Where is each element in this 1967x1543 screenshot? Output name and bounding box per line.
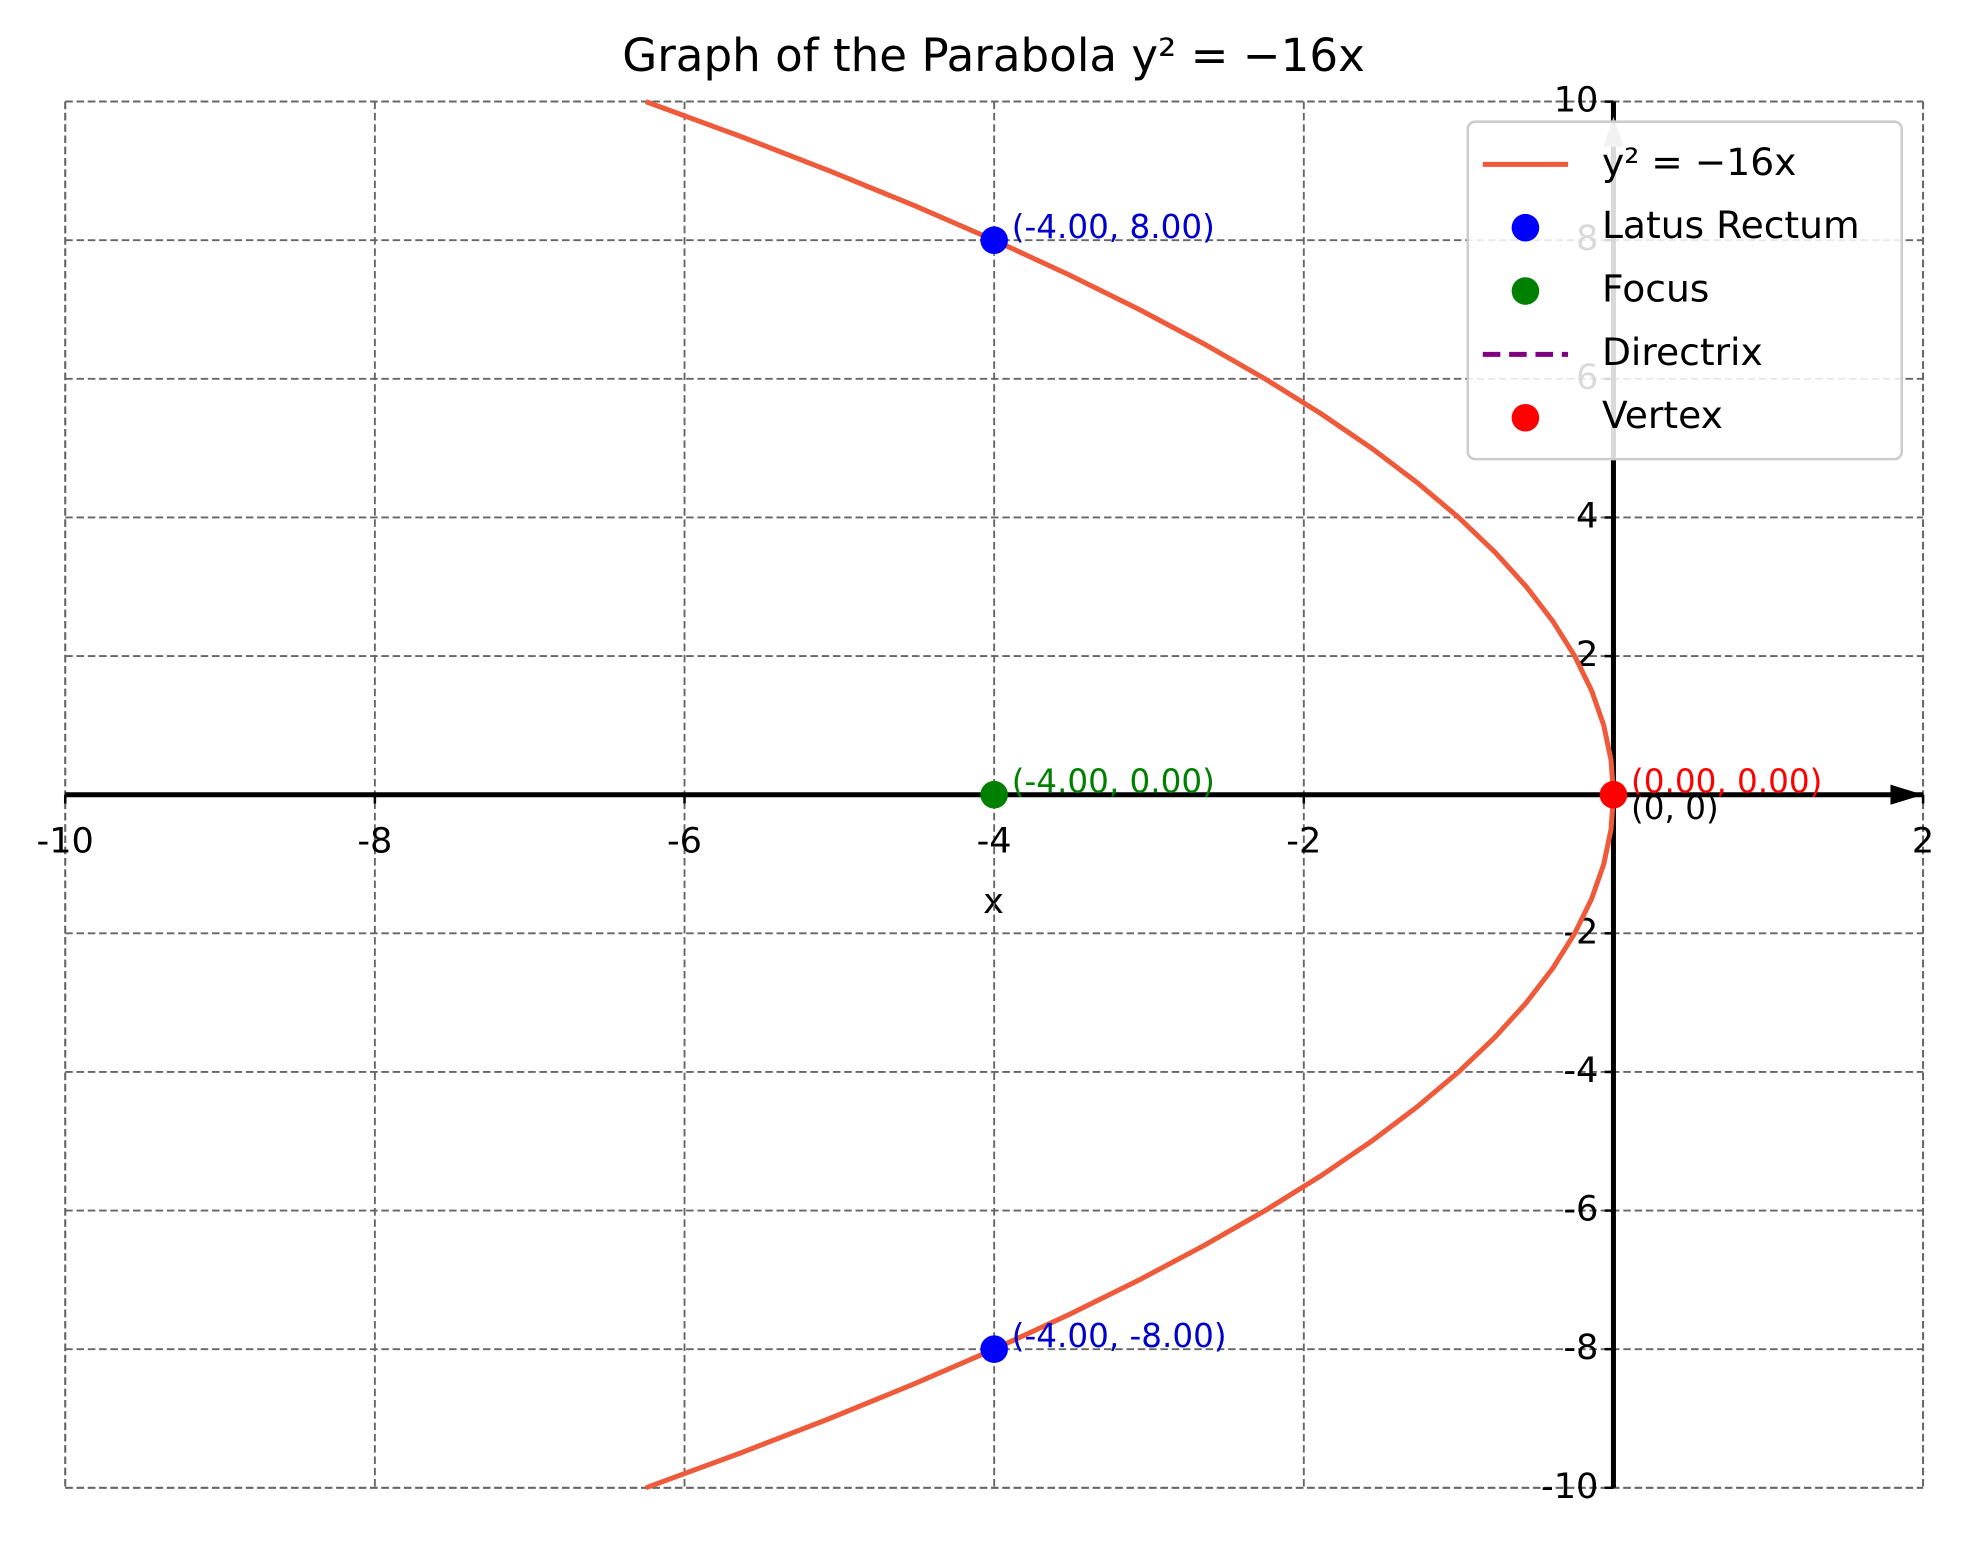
x-tick-label: -6 [667,820,702,861]
chart-title: Graph of the Parabola y² = −16x [622,29,1365,82]
legend-label: Latus Rectum [1602,203,1860,247]
x-axis-arrow [1890,784,1924,805]
legend-label: y² = −16x [1602,140,1796,184]
x-tick-label: 2 [1912,820,1934,861]
y-tick-label: -4 [1563,1050,1598,1091]
legend-marker [1511,277,1540,305]
legend-marker [1511,213,1540,242]
point-label: (-4.00, 0.00) [1012,762,1215,800]
y-tick-label: 4 [1576,495,1598,536]
point [980,226,1008,255]
point-label: (-4.00, 8.00) [1012,208,1215,246]
y-tick-label: -10 [1541,1466,1598,1507]
legend-label: Focus [1602,267,1709,311]
y-tick-label: 10 [1554,80,1599,121]
x-tick-label: -10 [37,820,94,861]
x-axis-label: x [983,881,1004,922]
point-label: (0.00, 0.00) [1631,762,1822,800]
legend-label: Directrix [1602,330,1763,374]
point [980,1335,1008,1363]
y-tick-label: -8 [1563,1327,1598,1368]
point-label: (-4.00, -8.00) [1012,1317,1227,1355]
point [1599,780,1628,809]
legend-box [1466,120,1904,461]
point [980,780,1008,809]
legend-marker [1511,403,1540,432]
x-tick-label: -4 [977,820,1012,861]
x-tick-label: -2 [1286,820,1321,861]
annotation: (0, 0) [1631,789,1719,827]
y-tick-label: -6 [1563,1189,1598,1230]
x-tick-label: -8 [357,820,392,861]
legend: y² = −16x Latus Rectum Focus Directrix Verte… [1466,120,1904,461]
legend-label: Vertex [1602,393,1723,437]
